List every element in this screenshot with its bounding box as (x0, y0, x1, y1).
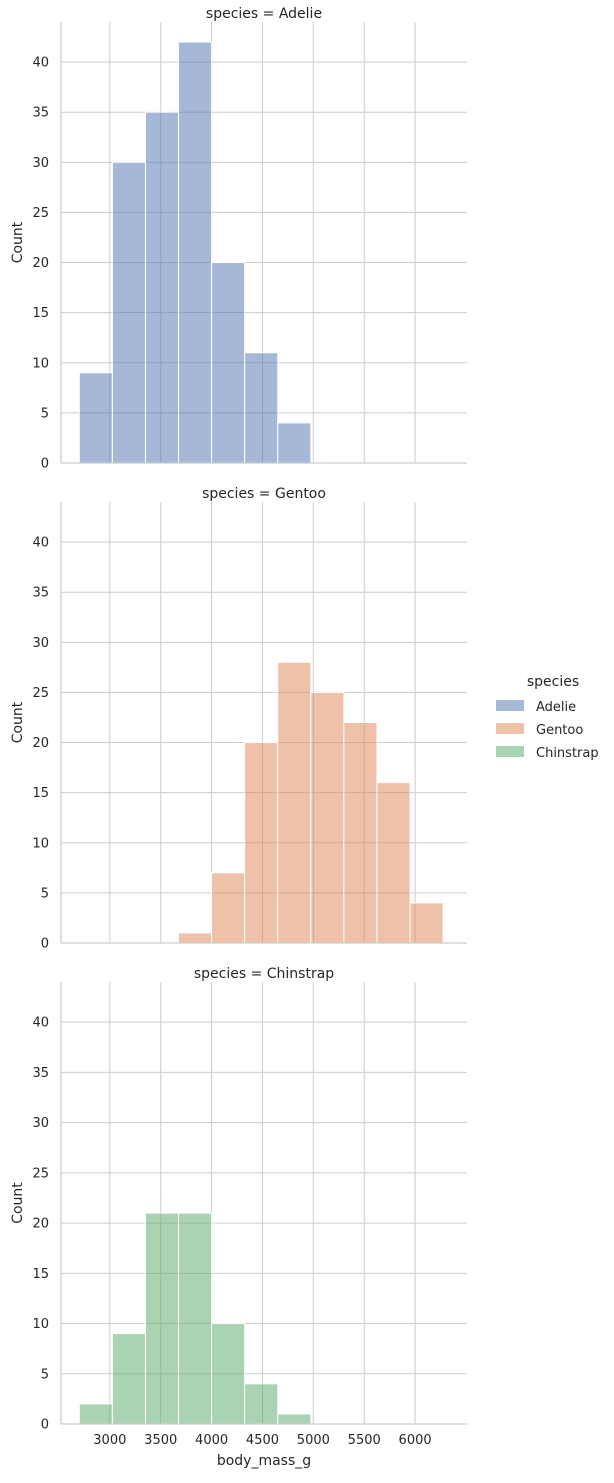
y-tick-label: 5 (41, 406, 49, 421)
y-tick-label: 0 (41, 457, 49, 472)
facet-panel-gentoo: 0 5 10 15 20 25 30 35 40 Count species = Gentoo (10, 486, 467, 952)
histogram-bar (144, 111, 180, 464)
histogram-bar (211, 872, 246, 944)
y-tick-label: 0 (41, 937, 49, 952)
facet-title: species = Chinstrap (194, 966, 334, 982)
x-tick-label: 4500 (246, 1433, 279, 1448)
x-tick-label: 5500 (348, 1433, 381, 1448)
y-tick-label: 20 (32, 736, 49, 751)
y-tick-label: 5 (41, 886, 49, 901)
histogram-bar (178, 932, 213, 944)
histogram-bar (111, 1333, 146, 1425)
y-tick-label: 30 (32, 1116, 49, 1131)
histogram-bar (409, 902, 444, 944)
y-tick-label: 5 (41, 1367, 49, 1382)
x-axis-label: body_mass_g (217, 1453, 311, 1469)
histogram-bar (211, 1323, 246, 1425)
histogram-bar (244, 742, 279, 944)
y-tick-label: 35 (32, 1066, 49, 1081)
histogram-bar (310, 691, 345, 944)
histogram-bar (244, 352, 279, 464)
histogram-bar (78, 1403, 113, 1425)
histogram-bar (244, 1383, 279, 1425)
y-tick-label: 25 (32, 686, 49, 701)
histogram-bar (211, 262, 246, 464)
y-tick-label: 20 (32, 256, 49, 271)
facet-title: species = Gentoo (202, 486, 326, 502)
x-tick-label: 6000 (399, 1433, 432, 1448)
histogram-bar (178, 41, 213, 464)
legend-label-gentoo: Gentoo (536, 723, 583, 738)
legend-swatch-adelie (496, 700, 524, 711)
y-tick-label: 30 (32, 156, 49, 171)
y-tick-label: 40 (32, 56, 49, 71)
y-axis-label: Count (10, 1182, 26, 1224)
y-axis-label: Count (10, 221, 26, 263)
legend-swatch-gentoo (496, 723, 524, 734)
histogram-bar (178, 1212, 213, 1425)
legend: species Adelie Gentoo Chinstrap (496, 674, 599, 761)
y-tick-label: 40 (32, 536, 49, 551)
y-tick-label: 0 (41, 1418, 49, 1433)
facet-panel-chinstrap: 0 5 10 15 20 25 30 35 40 Count species = Chinstrap (10, 966, 467, 1433)
y-axis-label: Count (10, 701, 26, 743)
y-tick-label: 10 (32, 356, 49, 371)
facet-title: species = Adelie (206, 6, 322, 22)
y-tick-label: 10 (32, 1317, 49, 1332)
histogram-bar (111, 161, 146, 464)
y-tick-label: 35 (32, 586, 49, 601)
legend-label-chinstrap: Chinstrap (536, 746, 599, 761)
x-tick-label: 3500 (144, 1433, 177, 1448)
histogram-bar (144, 1212, 180, 1425)
y-tick-label: 25 (32, 1166, 49, 1181)
x-tick-label: 3000 (93, 1433, 126, 1448)
legend-swatch-chinstrap (496, 746, 524, 757)
y-tick-label: 15 (32, 306, 49, 321)
legend-label-adelie: Adelie (536, 700, 576, 715)
y-tick-label: 10 (32, 836, 49, 851)
y-tick-label: 25 (32, 206, 49, 221)
y-tick-label: 35 (32, 106, 49, 121)
histogram-bar (277, 661, 312, 944)
y-tick-label: 15 (32, 1267, 49, 1282)
histogram-bar (343, 722, 378, 944)
y-tick-label: 15 (32, 786, 49, 801)
legend-title: species (527, 674, 579, 690)
histogram-bar (277, 422, 312, 464)
facet-panel-adelie: 0 5 10 15 20 25 30 35 40 Count species = Adelie (10, 6, 467, 472)
histogram-bar (78, 372, 113, 464)
y-tick-label: 20 (32, 1217, 49, 1232)
y-tick-label: 30 (32, 636, 49, 651)
histogram-bar (376, 782, 411, 944)
x-tick-label: 4000 (195, 1433, 228, 1448)
x-tick-label: 5000 (297, 1433, 330, 1448)
histogram-bar (277, 1413, 312, 1425)
y-tick-label: 40 (32, 1016, 49, 1031)
